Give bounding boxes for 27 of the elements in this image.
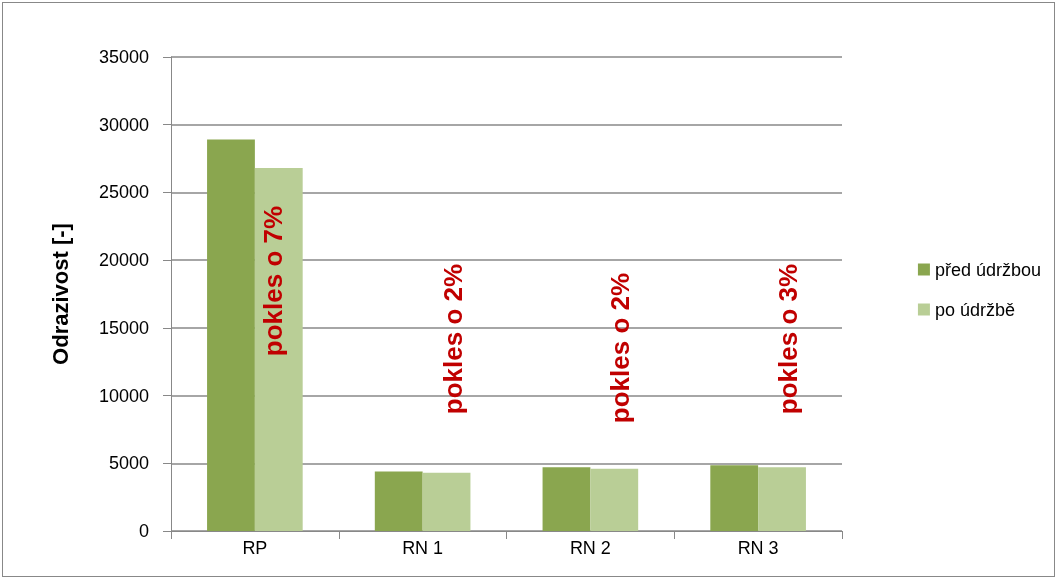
annotation: pokles o 2% — [605, 272, 636, 424]
x-tick-label: RP — [242, 538, 268, 558]
bar — [542, 467, 591, 531]
y-tick-label: 5000 — [108, 453, 149, 474]
bar — [710, 465, 759, 531]
bar — [758, 467, 806, 531]
annotation: pokles o 3% — [773, 263, 804, 415]
bar — [207, 139, 255, 531]
y-tick-label: 15000 — [98, 317, 149, 338]
y-tick-label: 10000 — [98, 385, 149, 406]
bar — [374, 471, 423, 531]
y-tick-label: 35000 — [98, 47, 149, 67]
x-tick-label: RN 3 — [737, 538, 779, 558]
legend-label: před údržbou — [934, 259, 1041, 280]
bar — [590, 468, 639, 531]
y-tick-label: 25000 — [98, 182, 149, 203]
bar — [422, 472, 471, 531]
y-axis-title: Odrazivost [-] — [47, 223, 73, 365]
annotation: pokles o 7% — [257, 205, 288, 357]
x-tick-label: RN 2 — [569, 538, 611, 558]
x-tick-label: RN 1 — [402, 538, 444, 558]
y-tick-label: 0 — [138, 521, 149, 541]
annotation: pokles o 2% — [437, 263, 468, 415]
y-tick-label: 20000 — [98, 250, 149, 271]
y-tick-label: 30000 — [98, 114, 149, 135]
legend-label: po údržbě — [934, 299, 1015, 320]
bar — [254, 168, 303, 531]
